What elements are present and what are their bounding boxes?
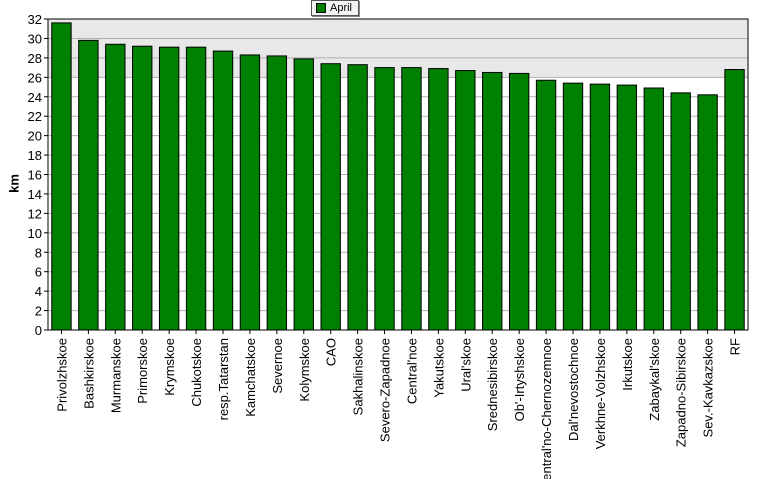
y-tick-label: 8 (35, 245, 42, 260)
x-tick-label: Krymskoe (162, 338, 177, 396)
x-tick-label: Ob'-Irtyshskoe (512, 338, 527, 421)
y-tick-label: 10 (28, 226, 42, 241)
y-axis-label: km (6, 174, 22, 193)
y-tick-label: 16 (28, 168, 42, 183)
y-tick-label: 14 (28, 187, 42, 202)
y-tick-label: 24 (28, 90, 42, 105)
bar (374, 67, 395, 331)
bar (293, 58, 314, 331)
bar (482, 71, 503, 331)
x-tick-label: Kolymskoe (297, 338, 312, 402)
bar (724, 69, 745, 331)
bar (455, 70, 476, 331)
x-tick-label: Kamchatskoe (243, 338, 258, 417)
x-tick-label: resp.Tatarstan (216, 338, 231, 420)
legend-label-april: April (330, 2, 353, 14)
x-tick-label: Dal'nevostochnoe (566, 338, 581, 441)
x-tick-label: Chukotskoe (189, 338, 204, 407)
x-tick-label: Primorskoe (135, 338, 150, 404)
x-tick-label: Verkhne-Volzhskoe (593, 338, 608, 449)
x-tick-label: Zabaykal'skoe (647, 338, 662, 421)
x-tick-label: RF (728, 338, 743, 355)
bar (78, 39, 99, 331)
bar (212, 50, 234, 331)
bar (697, 94, 718, 331)
bar (320, 63, 341, 331)
y-tick-label: 6 (35, 265, 42, 280)
x-tick-label: Yakutskoe (431, 338, 446, 398)
x-tick-label: Irkutskoe (620, 338, 635, 391)
bar (535, 79, 557, 331)
y-tick-label: 20 (28, 129, 42, 144)
plot-area-band (48, 19, 748, 78)
y-tick-label: 4 (35, 284, 42, 299)
x-tick-label: Sakhalinskoe (351, 338, 366, 415)
bar (508, 72, 530, 331)
legend: April (311, 0, 360, 16)
y-tick-label: 32 (28, 12, 42, 27)
y-tick-label: 26 (28, 70, 42, 85)
bar (266, 55, 288, 331)
bar (616, 84, 638, 331)
y-tick-label: 18 (28, 148, 42, 163)
x-tick-label: Severnoe (270, 338, 285, 394)
y-tick-label: 22 (28, 109, 42, 124)
y-tick-label: 12 (28, 206, 42, 221)
y-tick-label: 2 (35, 304, 42, 319)
bar (51, 22, 72, 331)
x-tick-label: Central'noe (404, 338, 419, 404)
bar (185, 46, 207, 331)
x-tick-label: Severo-Zapadnoe (378, 338, 393, 442)
bar (239, 54, 261, 331)
legend-swatch-april (316, 3, 326, 13)
bar (562, 82, 584, 331)
bar (105, 43, 126, 331)
plot-frame (47, 18, 749, 331)
bar (643, 87, 664, 331)
bar (589, 83, 611, 331)
x-tick-label: Ural'skoe (458, 338, 473, 392)
bar (428, 68, 449, 331)
y-tick-label: 28 (28, 51, 42, 66)
bar (132, 45, 153, 331)
x-tick-label: Srednesibirskoe (485, 338, 500, 431)
y-tick-label: 0 (35, 323, 42, 338)
bar (401, 67, 422, 331)
x-tick-label: Murmanskoe (108, 338, 123, 413)
x-tick-label: Privolzhskoe (54, 338, 69, 412)
bar (670, 92, 691, 331)
y-tick-label: 30 (28, 31, 42, 46)
x-tick-label: Central'no-Chernozemnoe (539, 338, 554, 479)
x-tick-label: Sev.-Kavkazskoe (701, 338, 716, 437)
x-tick-label: Zapadno-Sibirskoe (674, 338, 689, 447)
bar (347, 64, 368, 331)
bar (158, 46, 180, 331)
x-tick-label: CAO (324, 338, 339, 366)
x-tick-label: Bashkirskoe (81, 338, 96, 409)
